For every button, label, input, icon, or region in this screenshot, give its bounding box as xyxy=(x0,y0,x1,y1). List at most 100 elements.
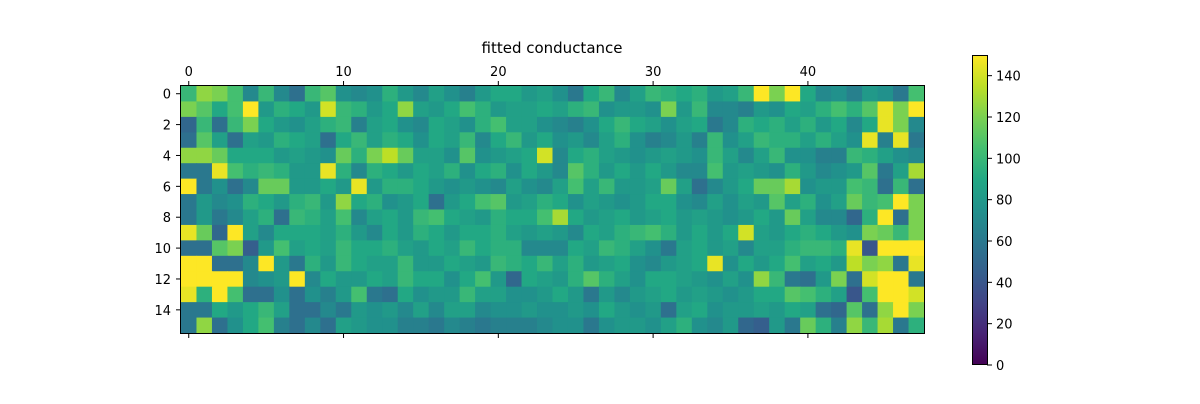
heatmap-cell xyxy=(738,302,755,319)
heatmap-cell xyxy=(660,271,677,288)
heatmap-cell xyxy=(660,302,677,319)
heatmap-cell xyxy=(908,178,925,195)
heatmap-cell xyxy=(506,271,523,288)
heatmap-cell xyxy=(382,209,399,226)
heatmap-cell xyxy=(475,302,492,319)
heatmap-cell xyxy=(645,240,662,257)
heatmap-cell xyxy=(304,317,321,334)
heatmap-cell xyxy=(583,255,600,272)
heatmap-cell xyxy=(181,194,198,211)
heatmap-cell xyxy=(567,147,585,164)
heatmap-cell xyxy=(304,86,321,103)
heatmap-cell xyxy=(181,86,198,103)
heatmap-cell xyxy=(629,240,646,257)
heatmap-cell xyxy=(397,86,414,103)
heatmap-cell xyxy=(753,163,770,180)
heatmap-cell xyxy=(691,209,708,226)
heatmap-cell xyxy=(614,240,631,257)
heatmap-cell xyxy=(304,132,321,149)
heatmap-cell xyxy=(877,116,894,133)
heatmap-cell xyxy=(598,224,616,241)
heatmap-cell xyxy=(227,317,244,334)
heatmap-cell xyxy=(614,271,631,288)
heatmap-cell xyxy=(815,271,832,288)
heatmap-cell xyxy=(769,116,786,133)
heatmap-cell xyxy=(537,147,554,164)
heatmap-cell xyxy=(614,163,631,180)
heatmap-cell xyxy=(598,240,616,257)
heatmap-cell xyxy=(676,317,693,334)
heatmap-cell xyxy=(351,317,368,334)
heatmap-cells xyxy=(181,86,925,334)
heatmap-cell xyxy=(444,163,461,180)
heatmap-cell xyxy=(846,116,863,133)
heatmap-cell xyxy=(413,317,430,334)
heatmap-cell xyxy=(815,224,832,241)
heatmap-cell xyxy=(815,302,832,319)
heatmap-cell xyxy=(196,163,213,180)
heatmap-cell xyxy=(475,317,492,334)
heatmap-cell xyxy=(738,101,755,118)
heatmap-cell xyxy=(893,271,910,288)
heatmap-cell xyxy=(521,116,538,133)
heatmap-cell xyxy=(320,86,337,103)
heatmap-cell xyxy=(475,286,492,303)
heatmap-cell xyxy=(490,209,507,226)
heatmap-cell xyxy=(722,302,739,319)
heatmap-cell xyxy=(242,302,259,319)
colorbar-tick-label: 20 xyxy=(996,318,1013,333)
heatmap-cell xyxy=(413,86,430,103)
heatmap-cell xyxy=(614,317,631,334)
heatmap-cell xyxy=(242,86,259,103)
heatmap-cell xyxy=(567,255,585,272)
heatmap-cell xyxy=(227,116,244,133)
heatmap-cell xyxy=(660,101,677,118)
heatmap-cell xyxy=(320,286,337,303)
heatmap-cell xyxy=(800,317,817,334)
heatmap-cell xyxy=(289,255,306,272)
heatmap-cell xyxy=(893,224,910,241)
heatmap-cell xyxy=(753,209,770,226)
heatmap-cell xyxy=(227,132,244,149)
heatmap-cell xyxy=(862,317,879,334)
heatmap-cell xyxy=(645,317,662,334)
heatmap-cell xyxy=(598,271,616,288)
heatmap-cell xyxy=(428,286,445,303)
heatmap-cell xyxy=(242,147,259,164)
heatmap-cell xyxy=(413,116,430,133)
heatmap-cell xyxy=(800,116,817,133)
heatmap-cell xyxy=(521,317,538,334)
heatmap-cell xyxy=(908,132,925,149)
heatmap-cell xyxy=(846,286,863,303)
heatmap-cell xyxy=(351,147,368,164)
heatmap-cell xyxy=(351,86,368,103)
heatmap-cell xyxy=(645,302,662,319)
heatmap-cell xyxy=(273,255,290,272)
heatmap-cell xyxy=(335,116,352,133)
heatmap-cell xyxy=(335,194,352,211)
heatmap-cell xyxy=(537,271,554,288)
heatmap-cell xyxy=(428,271,445,288)
heatmap-cell xyxy=(397,209,414,226)
heatmap-cell xyxy=(691,163,708,180)
heatmap-cell xyxy=(506,86,523,103)
heatmap-cell xyxy=(908,317,925,334)
heatmap-cell xyxy=(289,132,306,149)
heatmap-cell xyxy=(521,224,538,241)
heatmap-cell xyxy=(769,163,786,180)
heatmap-cell xyxy=(753,147,770,164)
heatmap-cell xyxy=(382,286,399,303)
heatmap-cell xyxy=(552,132,569,149)
heatmap-cell xyxy=(382,271,399,288)
heatmap-cell xyxy=(242,178,259,195)
heatmap-cell xyxy=(800,240,817,257)
heatmap-cell xyxy=(397,302,414,319)
heatmap-cell xyxy=(707,132,724,149)
heatmap-cell xyxy=(614,116,631,133)
heatmap-cell xyxy=(335,163,352,180)
heatmap-cell xyxy=(413,209,430,226)
heatmap-cell xyxy=(211,147,229,164)
heatmap-cell xyxy=(289,240,306,257)
heatmap-cell xyxy=(351,132,368,149)
heatmap-cell xyxy=(444,194,461,211)
